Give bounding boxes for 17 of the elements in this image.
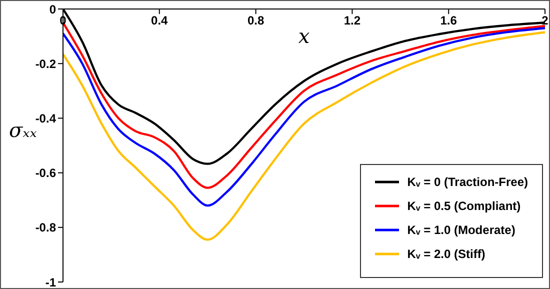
legend-label: Kᵥ = 0.5 (Compliant) xyxy=(407,199,521,213)
x-tick-label: 1.6 xyxy=(440,14,458,28)
x-tick-label: 0.8 xyxy=(247,14,264,28)
legend-label: Kᵥ = 2.0 (Stiff) xyxy=(407,247,486,261)
y-tick-label: -1 xyxy=(45,275,56,289)
y-tick-label: -0.2 xyxy=(35,56,56,71)
x-tick-label: 0.4 xyxy=(151,14,168,28)
y-tick-label: -0.4 xyxy=(35,111,56,126)
y-axis-title: σₓₓ xyxy=(9,118,37,142)
legend-label: Kᵥ = 0 (Traction-Free) xyxy=(407,175,528,189)
x-tick-label: 1.2 xyxy=(344,14,361,28)
y-tick-label: -0.6 xyxy=(35,166,56,180)
y-tick-label: -0.8 xyxy=(35,220,56,235)
line-series xyxy=(63,31,545,241)
y-tick-label: 0 xyxy=(49,2,56,16)
legend-label: Kᵥ = 1.0 (Moderate) xyxy=(407,223,516,237)
x-axis-title: x xyxy=(298,24,310,48)
